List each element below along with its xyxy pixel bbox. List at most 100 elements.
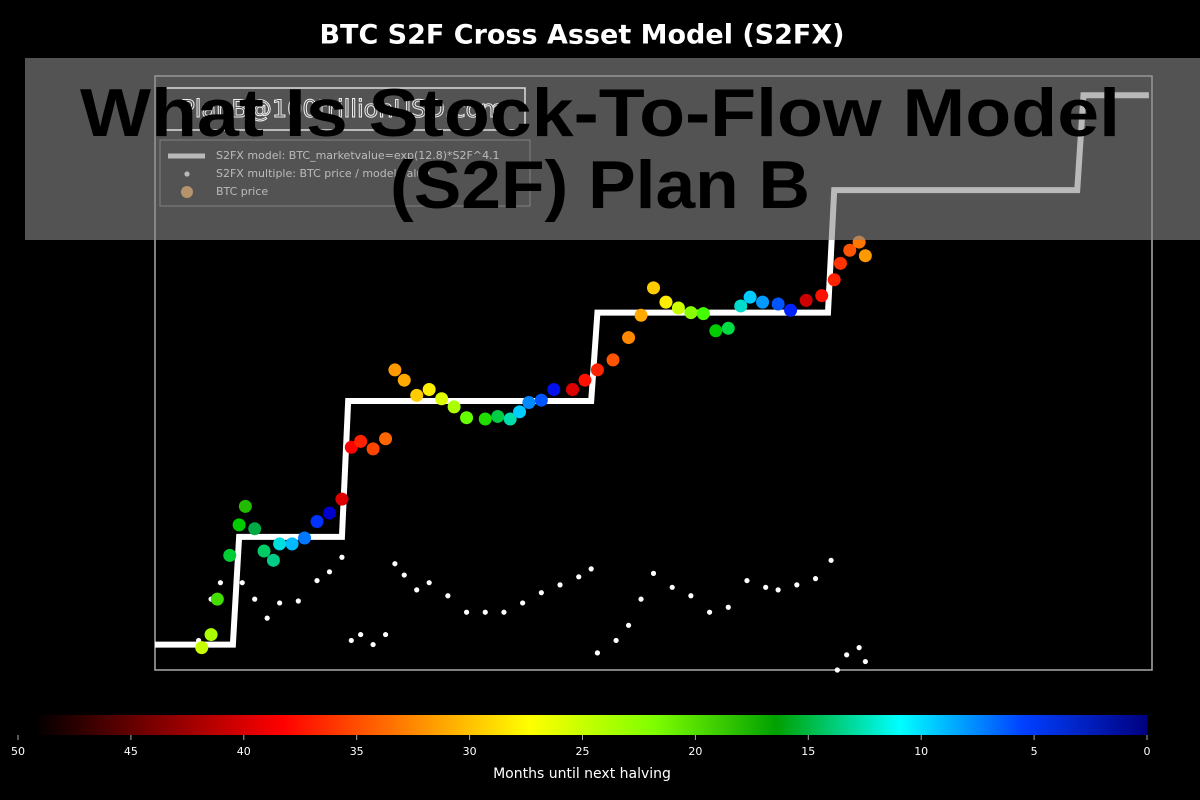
- price-point: [460, 411, 474, 425]
- multiple-point: [763, 584, 769, 590]
- multiple-point: [794, 582, 800, 588]
- multiple-point: [744, 577, 750, 584]
- multiple-point: [844, 652, 850, 658]
- price-point: [238, 499, 252, 513]
- price-point: [310, 515, 324, 528]
- price-point: [232, 518, 246, 532]
- colorbar-tick-label: 0: [1144, 745, 1151, 758]
- price-point: [799, 293, 813, 307]
- price-point: [447, 400, 461, 414]
- multiple-point: [252, 596, 258, 602]
- multiple-point: [557, 582, 563, 588]
- price-point: [513, 405, 527, 419]
- price-point: [671, 301, 685, 315]
- multiple-point: [576, 574, 582, 580]
- price-point: [298, 531, 312, 545]
- multiple-point: [445, 593, 451, 599]
- price-point: [223, 548, 237, 562]
- price-point: [397, 373, 411, 387]
- multiple-point: [669, 584, 675, 590]
- multiple-point: [520, 600, 526, 606]
- colorbar: [35, 715, 1147, 735]
- price-point: [590, 363, 604, 377]
- price-point: [684, 306, 698, 320]
- multiple-point: [277, 600, 283, 606]
- price-point: [210, 592, 224, 606]
- price-point: [858, 249, 872, 263]
- multiple-point: [856, 645, 862, 651]
- price-point: [388, 363, 402, 377]
- price-point: [195, 641, 209, 655]
- watermark-box: [159, 87, 526, 131]
- overlay-heading: (S2F) Plan B: [390, 147, 810, 223]
- multiple-point: [725, 604, 731, 610]
- price-point: [344, 440, 358, 454]
- multiple-point: [538, 590, 544, 596]
- multiple-point: [463, 609, 470, 615]
- multiple-point: [638, 596, 644, 602]
- price-point: [322, 506, 336, 520]
- multiple-point: [314, 577, 320, 584]
- multiple-point: [414, 587, 420, 593]
- price-point: [709, 324, 723, 338]
- price-point: [522, 396, 536, 410]
- multiple-point: [706, 609, 713, 615]
- multiple-point: [392, 561, 398, 567]
- price-point: [634, 308, 648, 322]
- price-point: [410, 388, 424, 402]
- price-point: [503, 412, 517, 426]
- price-point: [843, 243, 857, 257]
- price-point: [647, 281, 660, 295]
- price-point: [734, 299, 748, 313]
- price-point: [257, 544, 271, 558]
- price-point: [435, 392, 449, 406]
- price-point: [771, 297, 785, 311]
- colorbar-tick-label: 10: [914, 745, 928, 758]
- multiple-point: [688, 593, 694, 599]
- price-point: [248, 522, 262, 536]
- price-point: [578, 373, 592, 387]
- multiple-point: [339, 554, 345, 560]
- colorbar-tick-label: 45: [124, 745, 138, 758]
- price-point: [534, 393, 548, 407]
- price-point: [756, 295, 770, 309]
- price-point: [366, 442, 380, 456]
- multiple-point: [828, 557, 834, 563]
- multiple-point: [775, 587, 781, 593]
- price-point: [379, 432, 393, 446]
- price-point: [743, 290, 757, 304]
- price-point: [354, 434, 368, 448]
- price-point: [815, 289, 829, 303]
- price-point: [659, 295, 673, 309]
- price-point: [784, 303, 798, 317]
- price-point: [422, 382, 436, 396]
- multiple-point: [348, 637, 354, 644]
- multiple-point: [588, 566, 594, 572]
- price-point: [565, 382, 579, 396]
- multiple-point: [613, 637, 619, 644]
- colorbar-tick-label: 15: [801, 745, 815, 758]
- price-point: [547, 382, 561, 396]
- multiple-point: [295, 598, 301, 604]
- multiple-point: [650, 570, 657, 576]
- colorbar-tick-label: 20: [688, 745, 702, 758]
- price-point: [606, 353, 620, 367]
- colorbar-tick-label: 25: [576, 745, 590, 758]
- multiple-point: [594, 650, 601, 656]
- colorbar-tick-label: 40: [237, 745, 251, 758]
- multiple-point: [482, 609, 488, 615]
- price-point: [721, 321, 735, 335]
- multiple-point: [264, 615, 270, 621]
- colorbar-label: Months until next halving: [493, 766, 671, 782]
- price-point: [285, 537, 299, 551]
- price-point: [273, 537, 287, 551]
- multiple-point: [370, 641, 376, 648]
- multiple-point: [358, 631, 364, 638]
- colorbar-tick-label: 30: [463, 745, 477, 758]
- multiple-point: [625, 622, 632, 628]
- colorbar-tick-label: 35: [350, 745, 364, 758]
- price-point: [833, 256, 847, 270]
- multiple-point: [326, 569, 333, 575]
- multiple-point: [217, 580, 224, 586]
